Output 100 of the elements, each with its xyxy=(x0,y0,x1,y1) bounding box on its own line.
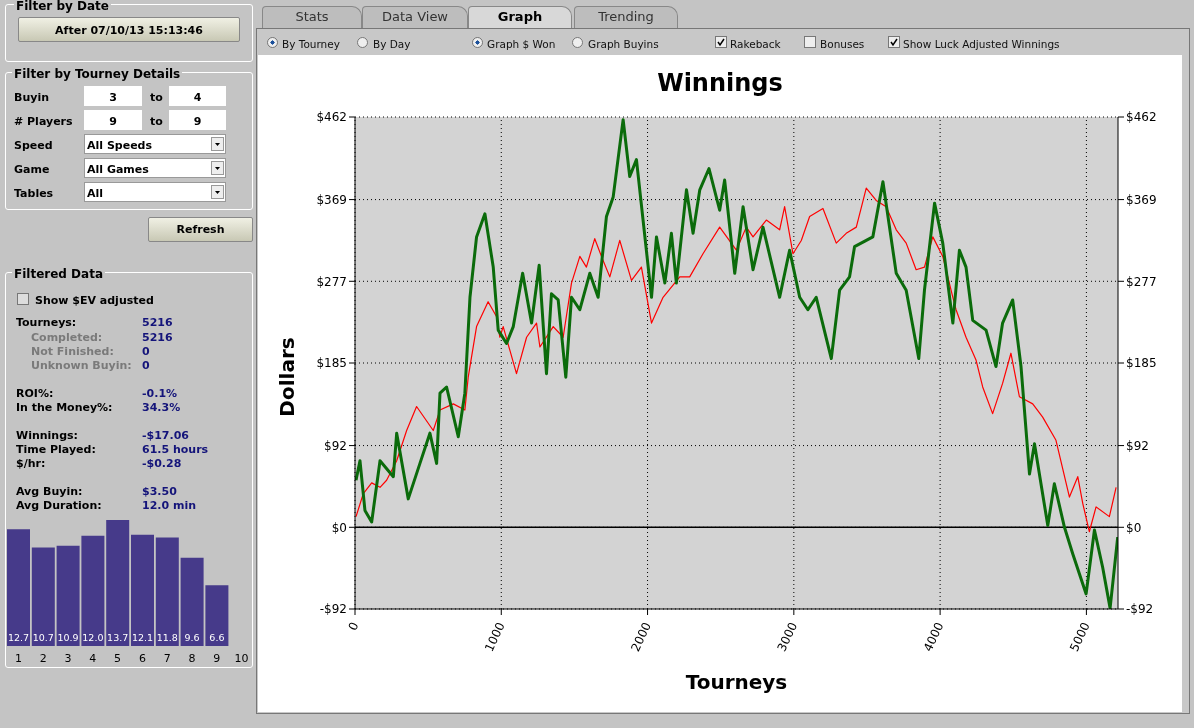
text: Filter by Tourney Details xyxy=(12,67,183,81)
text: Tourneys: xyxy=(16,316,77,330)
text: Winnings: xyxy=(16,429,78,443)
text: -$17.06 xyxy=(142,429,190,443)
data-label: 12.7 xyxy=(7,632,30,643)
text: By Tourney xyxy=(282,37,340,51)
x-tick-label: 2 xyxy=(39,651,47,665)
bar xyxy=(106,520,130,646)
text: After 07/10/13 15:13:46 xyxy=(54,24,204,38)
x-tick-label: 1000 xyxy=(482,620,508,654)
x-tick-label: 0 xyxy=(345,620,362,633)
text: 12.0 min xyxy=(142,499,197,513)
text: All xyxy=(87,187,105,201)
y2-tick-label: -$92 xyxy=(1126,602,1154,617)
bar xyxy=(7,529,30,646)
text: Avg Duration: xyxy=(16,499,102,513)
text: Unknown Buyin: xyxy=(31,359,132,373)
text: By Day xyxy=(373,37,411,51)
x-tick-label: 5000 xyxy=(1067,620,1093,654)
x-tick-label: 9 xyxy=(213,651,221,665)
data-label: 11.8 xyxy=(156,632,178,643)
text: Not Finished: xyxy=(31,345,114,359)
text: Filter by Date xyxy=(14,0,111,13)
x-tick-label: 2000 xyxy=(628,620,654,654)
x-tick-label: 5 xyxy=(114,651,122,665)
text: 4 xyxy=(192,91,203,105)
y-tick-label: $277 xyxy=(316,274,347,289)
text: Bonuses xyxy=(820,37,865,51)
text: Trending xyxy=(597,9,655,24)
y-tick-label: $369 xyxy=(316,192,347,207)
text: 9 xyxy=(108,115,118,129)
text: Tables xyxy=(14,187,54,201)
data-label: 13.7 xyxy=(107,632,129,643)
x-tick-label: 4 xyxy=(89,651,97,665)
text: Rakeback xyxy=(730,37,781,51)
text: Avg Buyin: xyxy=(16,485,83,499)
data-label: 10.9 xyxy=(57,632,79,643)
y-tick-label: $185 xyxy=(316,356,347,371)
text: Buyin xyxy=(14,91,49,105)
chart-title: Winnings xyxy=(656,69,784,97)
text: Show Luck Adjusted Winnings xyxy=(903,37,1060,51)
text: 61.5 hours xyxy=(142,443,209,457)
text: 9 xyxy=(192,115,203,129)
data-label: 6.6 xyxy=(209,632,225,643)
text: 34.3% xyxy=(142,401,181,415)
y-tick-label: $462 xyxy=(316,110,347,125)
text: All Games xyxy=(87,163,150,177)
text: 0 xyxy=(142,359,150,373)
x-axis-title: Tourneys xyxy=(684,670,789,694)
text: to xyxy=(150,115,163,129)
text: Refresh xyxy=(175,223,226,237)
text: Game xyxy=(14,163,50,177)
text: 3 xyxy=(108,91,118,105)
y2-tick-label: $0 xyxy=(1126,520,1142,535)
text: ROI%: xyxy=(16,387,54,401)
y-tick-label: $92 xyxy=(324,438,347,453)
text: Speed xyxy=(14,139,53,153)
text: In the Money%: xyxy=(16,401,113,415)
text: Data View xyxy=(381,9,449,24)
text: $/hr: xyxy=(16,457,46,471)
bar xyxy=(155,537,179,646)
y2-tick-label: $462 xyxy=(1126,110,1157,125)
text: 0 xyxy=(142,345,150,359)
y-tick-label: $0 xyxy=(331,520,347,535)
y2-tick-label: $185 xyxy=(1126,356,1157,371)
x-tick-label: 7 xyxy=(163,651,171,665)
text: to xyxy=(150,91,163,105)
text: Time Played: xyxy=(16,443,96,457)
y-axis-title: Dollars xyxy=(275,336,299,419)
x-tick-label: 4000 xyxy=(920,620,947,654)
y2-tick-label: $369 xyxy=(1126,192,1157,207)
y2-tick-label: $277 xyxy=(1126,274,1157,289)
x-tick-label: 3000 xyxy=(774,620,801,654)
text: Graph Buyins xyxy=(588,37,659,51)
text: -$0.28 xyxy=(142,457,182,471)
x-tick-label: 10 xyxy=(234,651,249,665)
data-label: 10.7 xyxy=(32,632,54,643)
text: Graph $ Won xyxy=(487,37,556,51)
bar xyxy=(31,547,55,646)
text: All Speeds xyxy=(87,139,154,153)
data-label: 12.0 xyxy=(82,632,104,643)
text: $3.50 xyxy=(142,485,177,499)
x-tick-label: 1 xyxy=(14,651,22,665)
data-label: 12.1 xyxy=(131,632,154,643)
y-tick-label: -$92 xyxy=(319,602,347,617)
text: Filtered Data xyxy=(12,267,106,281)
text: Show $EV adjusted xyxy=(35,294,154,308)
data-label: 9.6 xyxy=(184,632,200,643)
x-tick-label: 8 xyxy=(188,651,196,665)
y2-tick-label: $92 xyxy=(1126,438,1149,453)
text: Completed: xyxy=(31,331,103,345)
text: Stats xyxy=(294,9,330,24)
x-tick-label: 3 xyxy=(64,651,72,665)
text: 5216 xyxy=(142,316,173,330)
text: 5216 xyxy=(142,331,173,345)
x-tick-label: 6 xyxy=(138,651,146,665)
text: -0.1% xyxy=(142,387,178,401)
text: # Players xyxy=(14,115,73,129)
bar xyxy=(131,534,154,646)
text: Graph xyxy=(496,9,544,24)
